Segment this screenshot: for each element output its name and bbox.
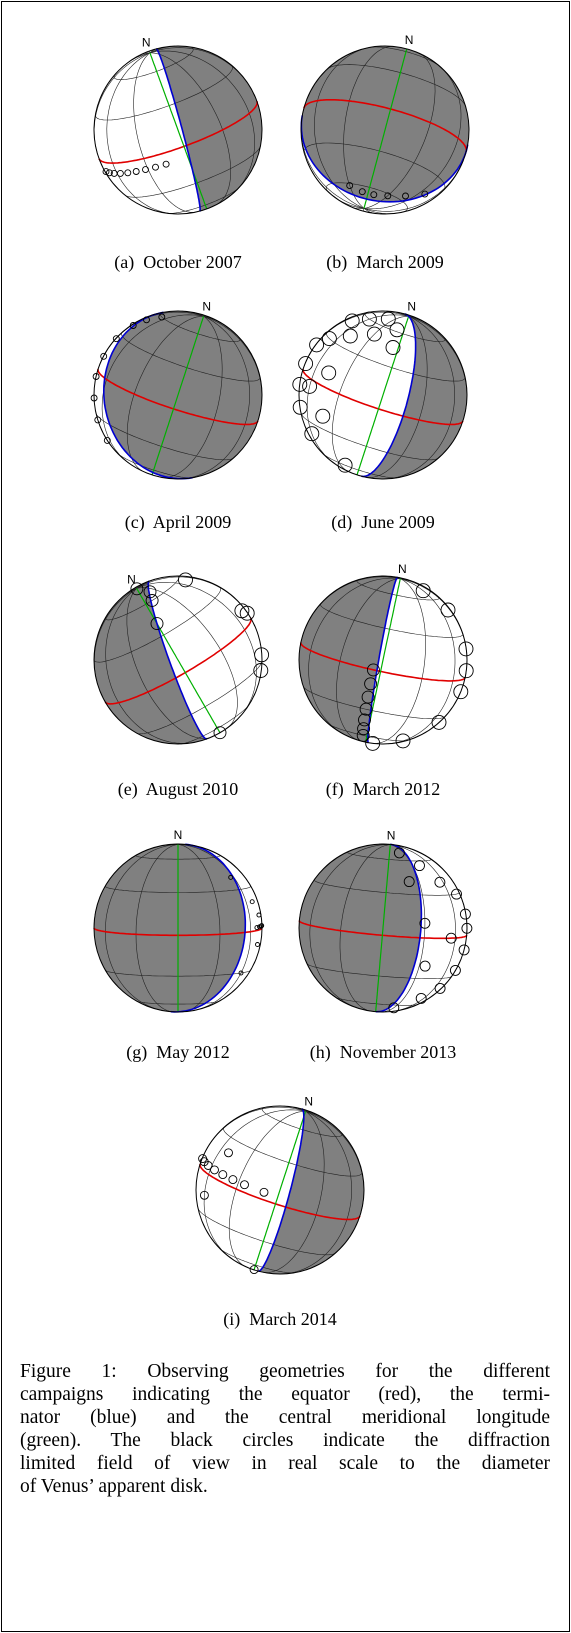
subfigure-caption: (b) March 2009 [326, 252, 443, 273]
north-label: N [387, 828, 396, 842]
globe: N [293, 300, 467, 479]
caption-line: of Venus’ apparent disk. [20, 1475, 550, 1498]
caption-line: campaigns indicating the equator (red), … [20, 1383, 550, 1406]
globe: N [94, 36, 262, 214]
north-label: N [142, 36, 151, 50]
caption-line: Figure 1: Observing geometries for the d… [20, 1360, 550, 1383]
figure-caption: Figure 1: Observing geometries for the d… [20, 1360, 550, 1498]
globe: N [196, 1095, 364, 1274]
subfigure-caption: (h) November 2013 [310, 1042, 456, 1063]
subfigure-caption: (c) April 2009 [125, 512, 231, 533]
north-label: N [304, 1095, 313, 1109]
subfigure-caption: (f) March 2012 [326, 779, 440, 800]
globe: N [94, 573, 269, 745]
north-label: N [202, 300, 211, 314]
globe: N [299, 562, 473, 750]
globe: N [301, 33, 469, 214]
caption-line: (green). The black circles indicate the … [20, 1429, 550, 1452]
globe: N [94, 828, 264, 1012]
north-label: N [174, 828, 183, 842]
page: N (a) October 2007 N (b) March 2009 N (c) Apr… [0, 0, 571, 1633]
north-label: N [405, 33, 414, 47]
subfigure-caption: (g) May 2012 [126, 1042, 229, 1063]
subfigure-caption: (a) October 2007 [114, 252, 241, 273]
caption-line: limited field of view in real scale to t… [20, 1452, 550, 1475]
night-side [94, 844, 245, 1012]
night-side [299, 844, 421, 1012]
north-label: N [398, 562, 407, 576]
subfigure-caption: (i) March 2014 [223, 1309, 336, 1330]
subfigure-caption: (e) August 2010 [118, 779, 239, 800]
globe: N [299, 828, 472, 1012]
north-label: N [127, 573, 136, 587]
globe: N [91, 300, 262, 479]
subfigure-caption: (d) June 2009 [331, 512, 434, 533]
north-label: N [407, 300, 416, 314]
caption-line: nator (blue) and the central meridional … [20, 1406, 550, 1429]
